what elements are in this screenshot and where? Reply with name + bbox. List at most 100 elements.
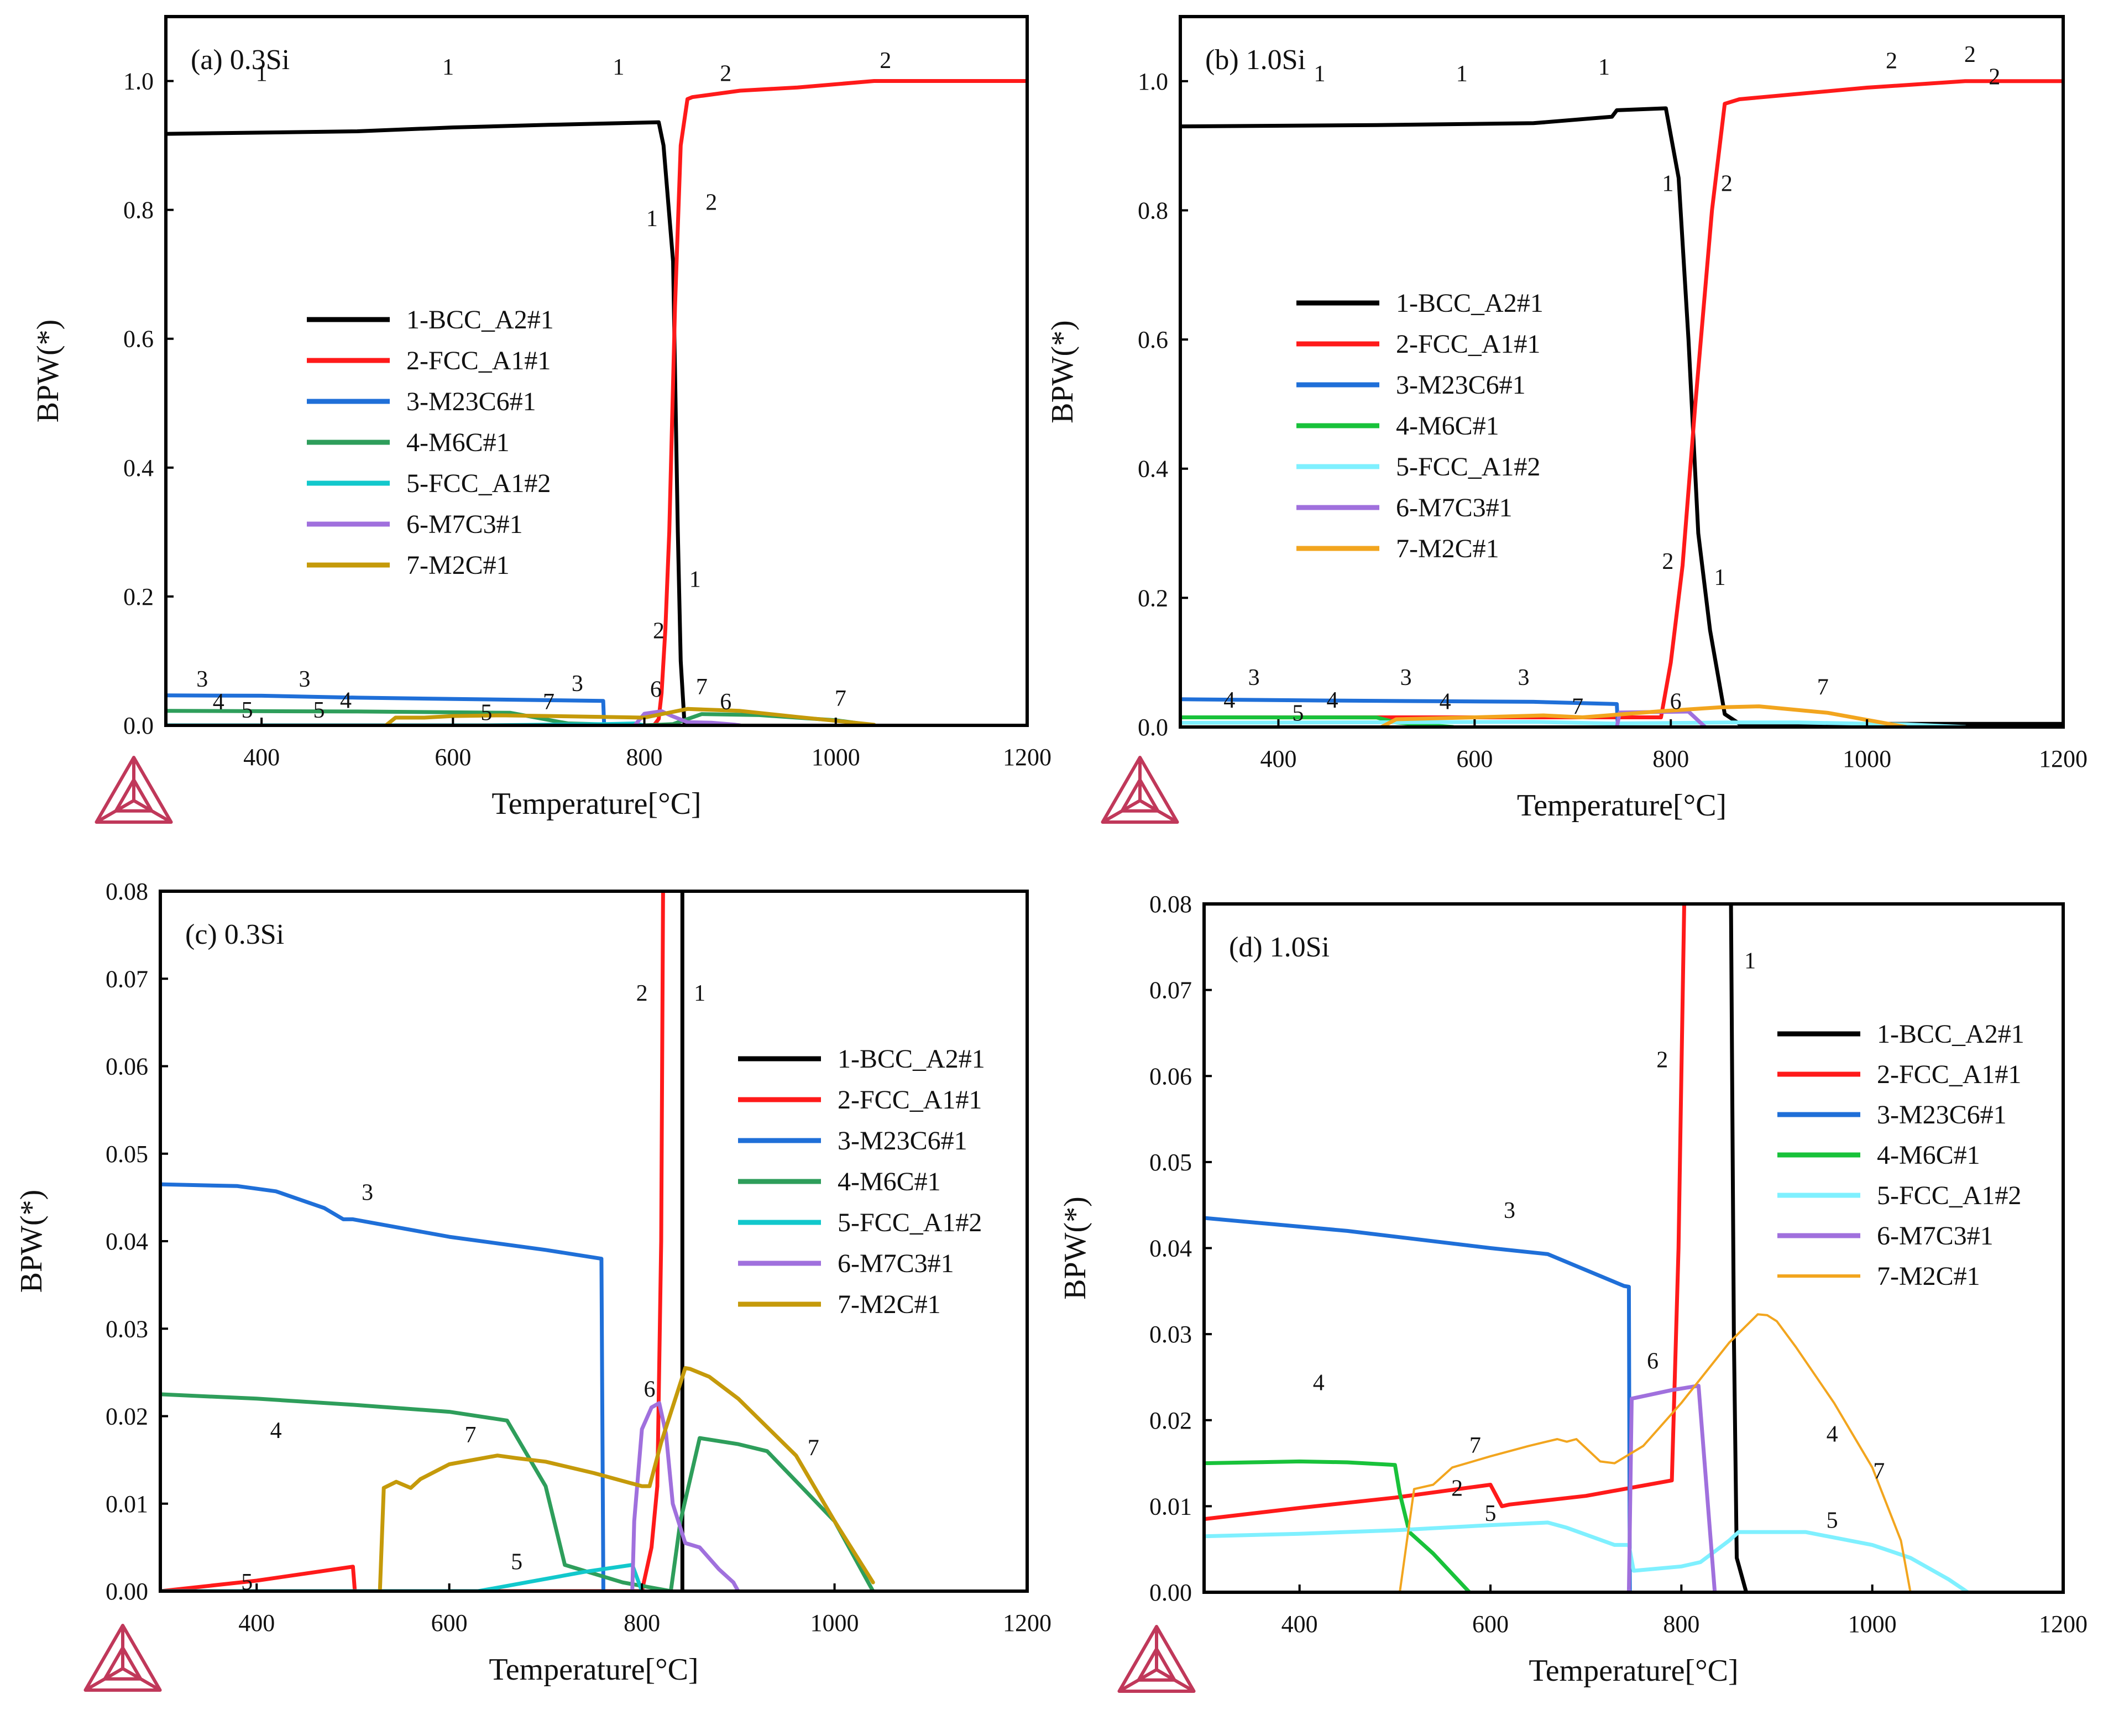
logo-spoke xyxy=(95,809,117,824)
legend-label-4: 4-M6C#1 xyxy=(406,428,510,457)
logo-spoke xyxy=(84,1677,106,1692)
curve-label: 5 xyxy=(242,698,253,723)
x-tick-label: 800 xyxy=(626,744,663,771)
chart-panel-c: 400 600 800 1000 1200 0.00 0.01 0.02 0.03 0.04 0.0… xyxy=(14,878,1052,1692)
curve-label: 2 xyxy=(1662,549,1673,574)
series-line-3 xyxy=(166,693,606,725)
legend: 1-BCC_A2#1 2-FCC_A1#1 3-M23C6#1 4-M6C#1 5-FC… xyxy=(1296,289,1544,563)
y-tick-label: 0.0 xyxy=(123,712,154,739)
legend-label-3: 3-M23C6#1 xyxy=(838,1126,967,1155)
y-tick-label: 0.0 xyxy=(1138,714,1168,741)
legend-label-2: 2-FCC_A1#1 xyxy=(1396,330,1540,359)
y-tick-label: 0.00 xyxy=(1149,1579,1192,1606)
legend: 1-BCC_A2#1 2-FCC_A1#1 3-M23C6#1 4-M6C#1 5-FC… xyxy=(738,1044,985,1319)
curve-label: 5 xyxy=(1485,1501,1497,1526)
legend-label-1: 1-BCC_A2#1 xyxy=(838,1044,985,1074)
y-tick-label: 1.0 xyxy=(1138,68,1168,95)
curve-label: 1 xyxy=(613,55,624,80)
series-line-1 xyxy=(166,120,687,725)
legend-label-6: 6-M7C3#1 xyxy=(1396,493,1513,522)
curve-label: 5 xyxy=(313,698,325,723)
curve-label: 6 xyxy=(650,677,662,703)
legend-label-5: 5-FCC_A1#2 xyxy=(406,469,551,498)
y-tick-label: 0.02 xyxy=(106,1403,148,1430)
curve-label: 3 xyxy=(1504,1198,1515,1223)
thermo-calc-triangle-icon xyxy=(1117,1625,1196,1693)
series-group xyxy=(166,79,1027,725)
curve-label: 6 xyxy=(644,1377,656,1403)
legend-label-7: 7-M2C#1 xyxy=(1877,1262,1980,1291)
y-tick-label: 0.02 xyxy=(1149,1407,1192,1434)
curve-label: 2 xyxy=(705,190,717,216)
y-tick-label: 0.01 xyxy=(106,1491,148,1518)
y-tick-label: 0.6 xyxy=(1138,326,1168,353)
curve-label: 5 xyxy=(1827,1508,1838,1533)
plot-frame xyxy=(1179,15,2065,729)
y-axis-label: BPW(*) xyxy=(14,1190,49,1293)
logo-spoke xyxy=(1138,1668,1158,1682)
series-line-2 xyxy=(1180,79,2063,719)
logo-spoke xyxy=(139,1677,161,1692)
curve-label: 1 xyxy=(256,61,268,87)
x-tick-label: 1200 xyxy=(1003,1609,1052,1636)
legend-label-3: 3-M23C6#1 xyxy=(1877,1100,2007,1130)
chart-panel-a: 400 600 800 1000 1200 0.0 0.2 0.4 0.6 0.8 1.0 Tempe… xyxy=(31,15,1052,824)
logo-inner-triangle xyxy=(103,1646,143,1681)
x-tick-label: 1000 xyxy=(812,744,860,771)
series-group xyxy=(1180,79,2063,727)
legend-label-4: 4-M6C#1 xyxy=(1877,1141,1980,1170)
curve-label: 3 xyxy=(1518,665,1530,691)
curve-label: 2 xyxy=(653,619,665,644)
curve-label: 1 xyxy=(689,567,701,592)
curve-label: 2 xyxy=(1989,65,2000,90)
logo-spoke xyxy=(115,799,135,813)
curve-label: 7 xyxy=(1572,694,1583,720)
y-tick-label: 0.03 xyxy=(1149,1321,1192,1348)
series-line-5 xyxy=(1180,720,1968,727)
y-tick-label: 1.0 xyxy=(123,68,154,95)
series-line-2 xyxy=(1204,904,1686,1521)
series-group xyxy=(1204,904,1970,1592)
curve-label: 2 xyxy=(1451,1476,1463,1502)
legend-label-5: 5-FCC_A1#2 xyxy=(838,1208,982,1237)
legend-label-7: 7-M2C#1 xyxy=(1396,534,1499,563)
curve-label: 7 xyxy=(696,674,708,700)
legend-label-6: 6-M7C3#1 xyxy=(406,510,523,539)
y-axis-label: BPW(*) xyxy=(1058,1196,1092,1300)
chart-panel-b: 400 600 800 1000 1200 0.0 0.2 0.4 0.6 0.8 1.0 Tempe… xyxy=(1045,15,2088,824)
x-axis-label: Temperature[°C] xyxy=(1529,1654,1738,1688)
panel-title: (a) 0.3Si xyxy=(191,44,290,76)
legend: 1-BCC_A2#1 2-FCC_A1#1 3-M23C6#1 4-M6C#1 5-FC… xyxy=(1777,1019,2024,1291)
logo-spoke xyxy=(122,1667,142,1681)
x-tick-label: 1000 xyxy=(810,1609,859,1636)
logo-outer-triangle xyxy=(83,1624,162,1692)
legend-label-5: 5-FCC_A1#2 xyxy=(1877,1181,2021,1210)
curve-label: 4 xyxy=(340,688,352,714)
y-tick-label: 0.8 xyxy=(1138,197,1168,224)
logo-spoke xyxy=(1139,799,1159,813)
x-axis-label: Temperature[°C] xyxy=(491,787,701,821)
panel-title: (c) 0.3Si xyxy=(185,919,284,950)
curve-label: 5 xyxy=(511,1549,522,1575)
legend-label-7: 7-M2C#1 xyxy=(838,1290,941,1319)
curve-label: 4 xyxy=(1223,688,1235,713)
curve-label: 2 xyxy=(720,61,731,87)
curve-label: 3 xyxy=(1248,665,1260,691)
y-tick-label: 0.01 xyxy=(1149,1493,1192,1520)
series-line-4 xyxy=(1180,715,1455,727)
logo-outer-triangle xyxy=(95,756,173,824)
curve-label: 1 xyxy=(646,206,658,232)
curve-label: 5 xyxy=(480,700,492,726)
x-tick-label: 600 xyxy=(1456,745,1493,772)
y-tick-label: 0.05 xyxy=(1149,1149,1192,1176)
curve-label: 7 xyxy=(1817,675,1829,700)
curve-label: 1 xyxy=(1744,949,1756,974)
curve-label: 2 xyxy=(1656,1048,1668,1073)
thermo-calc-triangle-icon xyxy=(83,1624,162,1692)
y-axis-label: BPW(*) xyxy=(1045,320,1080,423)
series-line-3 xyxy=(1180,697,1620,727)
curve-label: 2 xyxy=(1964,42,1976,67)
series-line-6 xyxy=(1626,1384,1717,1592)
curve-label: 2 xyxy=(636,981,648,1006)
